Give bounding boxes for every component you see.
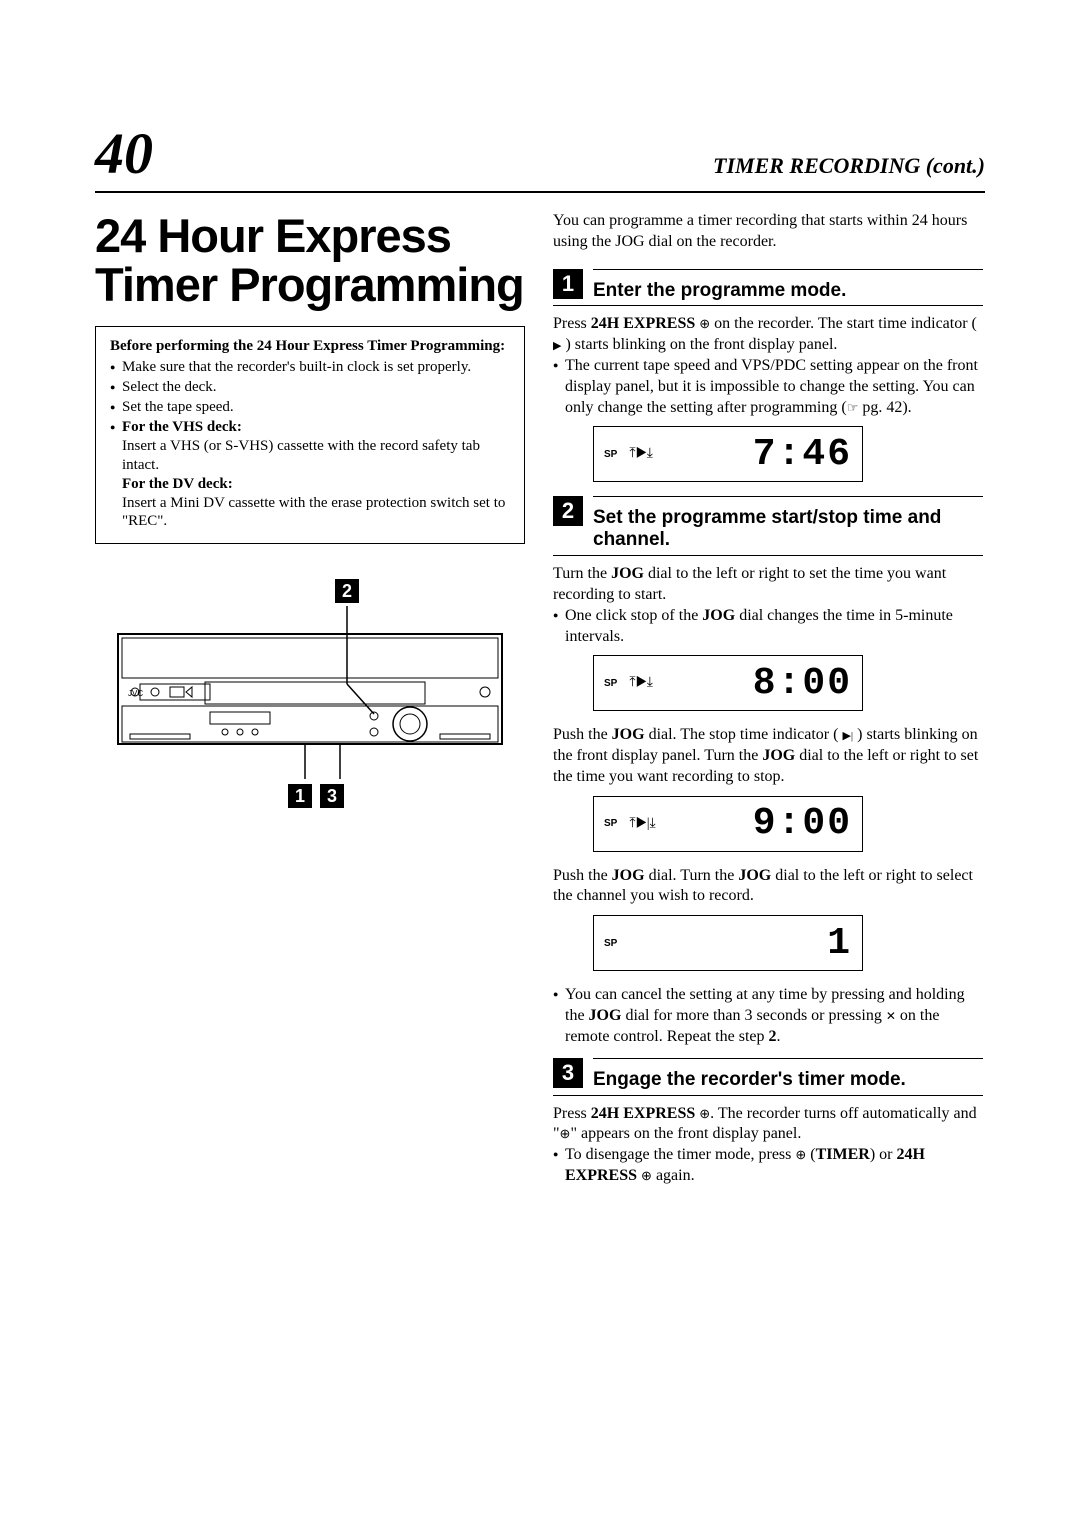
- step-3-body: Press 24H EXPRESS . The recorder turns o…: [553, 1104, 983, 1187]
- stop-arrow-icon: [842, 726, 853, 743]
- lcd-sp: SP: [604, 818, 617, 829]
- main-title: 24 Hour Express Timer Programming: [95, 211, 525, 310]
- before-item: Make sure that the recorder's built-in c…: [110, 358, 510, 377]
- before-item-vhs: For the VHS deck:: [110, 418, 510, 437]
- clock-icon: [699, 315, 710, 332]
- step-2-title: Set the programme start/stop time and ch…: [593, 505, 983, 551]
- section-title: TIMER RECORDING (cont.): [713, 153, 985, 179]
- dv-text: Insert a Mini DV cassette with the erase…: [110, 494, 510, 532]
- step-rule: [553, 1095, 983, 1096]
- step-2-bullet-1: One click stop of the JOG dial changes t…: [553, 606, 983, 648]
- before-item: Set the tape speed.: [110, 398, 510, 417]
- lcd-time: 7:46: [753, 433, 852, 476]
- recorder-svg: JVC: [110, 584, 510, 794]
- dv-label: For the DV deck:: [122, 476, 233, 492]
- step-1-num: 1: [553, 269, 583, 299]
- step-rule: [553, 555, 983, 556]
- vhs-label: For the VHS deck:: [122, 419, 242, 435]
- step-1-title: Enter the programme mode.: [593, 278, 983, 302]
- lcd-time: 8:00: [753, 662, 852, 705]
- before-heading: Before performing the 24 Hour Express Ti…: [110, 337, 510, 356]
- clock-icon: [795, 1146, 806, 1163]
- right-column: You can programme a timer recording that…: [553, 211, 983, 1193]
- lcd-time: 9:00: [753, 802, 852, 845]
- device-illustration: 2 JVC: [95, 584, 525, 799]
- lcd-sp: SP: [604, 449, 617, 460]
- vhs-text: Insert a VHS (or S-VHS) cassette with th…: [110, 437, 510, 475]
- clock-icon: [641, 1167, 652, 1184]
- step-3-num: 3: [553, 1058, 583, 1088]
- start-indicator-icon: ⤒▶⤓: [629, 446, 653, 462]
- stop-indicator-icon: ⤒▶|⤓: [629, 816, 655, 832]
- before-box: Before performing the 24 Hour Express Ti…: [95, 326, 525, 545]
- step-1-body: Press 24H EXPRESS on the recorder. The s…: [553, 314, 983, 418]
- step-2-header: 2 Set the programme start/stop time and …: [553, 496, 983, 551]
- lcd-display-2c: SP 1: [593, 915, 863, 971]
- left-column: 24 Hour Express Timer Programming Before…: [95, 211, 525, 1193]
- step-rule: [553, 305, 983, 306]
- lcd-display-2a: SP ⤒▶⤓ 8:00: [593, 655, 863, 711]
- page-header: 40 TIMER RECORDING (cont.): [95, 120, 985, 187]
- svg-text:JVC: JVC: [128, 689, 143, 698]
- start-indicator-icon: ⤒▶⤓: [629, 675, 653, 691]
- lcd-channel: 1: [827, 922, 852, 965]
- lcd-sp: SP: [604, 938, 617, 949]
- content-columns: 24 Hour Express Timer Programming Before…: [95, 211, 985, 1193]
- step-3-bullet: To disengage the timer mode, press (TIME…: [553, 1145, 983, 1187]
- lcd-display-2b: SP ⤒▶|⤓ 9:00: [593, 796, 863, 852]
- callout-3: 3: [320, 784, 344, 808]
- callout-1: 1: [288, 784, 312, 808]
- step-1-header: 1 Enter the programme mode.: [553, 269, 983, 302]
- callout-2: 2: [335, 579, 359, 603]
- step-2-p1: Turn the JOG dial to the left or right t…: [553, 564, 983, 647]
- step-3-title: Engage the recorder's timer mode.: [593, 1067, 983, 1091]
- cancel-icon: [886, 1007, 896, 1024]
- clock-icon: [699, 1105, 710, 1122]
- step-2-num: 2: [553, 496, 583, 526]
- lcd-sp: SP: [604, 678, 617, 689]
- step-2-p2: Push the JOG dial. The stop time indicat…: [553, 725, 983, 787]
- step-3-header: 3 Engage the recorder's timer mode.: [553, 1058, 983, 1091]
- page-number: 40: [95, 120, 153, 187]
- lcd-display-1: SP ⤒▶⤓ 7:46: [593, 426, 863, 482]
- pageref-icon: [847, 399, 859, 416]
- clock-icon: [560, 1125, 571, 1142]
- step-1-bullet: The current tape speed and VPS/PDC setti…: [553, 356, 983, 418]
- header-rule: [95, 191, 985, 193]
- before-item: Select the deck.: [110, 378, 510, 397]
- step-2-bullet-2: You can cancel the setting at any time b…: [553, 985, 983, 1047]
- intro-text: You can programme a timer recording that…: [553, 211, 983, 253]
- before-list: Make sure that the recorder's built-in c…: [110, 358, 510, 436]
- step-2-cancel-note: You can cancel the setting at any time b…: [553, 985, 983, 1047]
- step-2-p3: Push the JOG dial. Turn the JOG dial to …: [553, 866, 983, 908]
